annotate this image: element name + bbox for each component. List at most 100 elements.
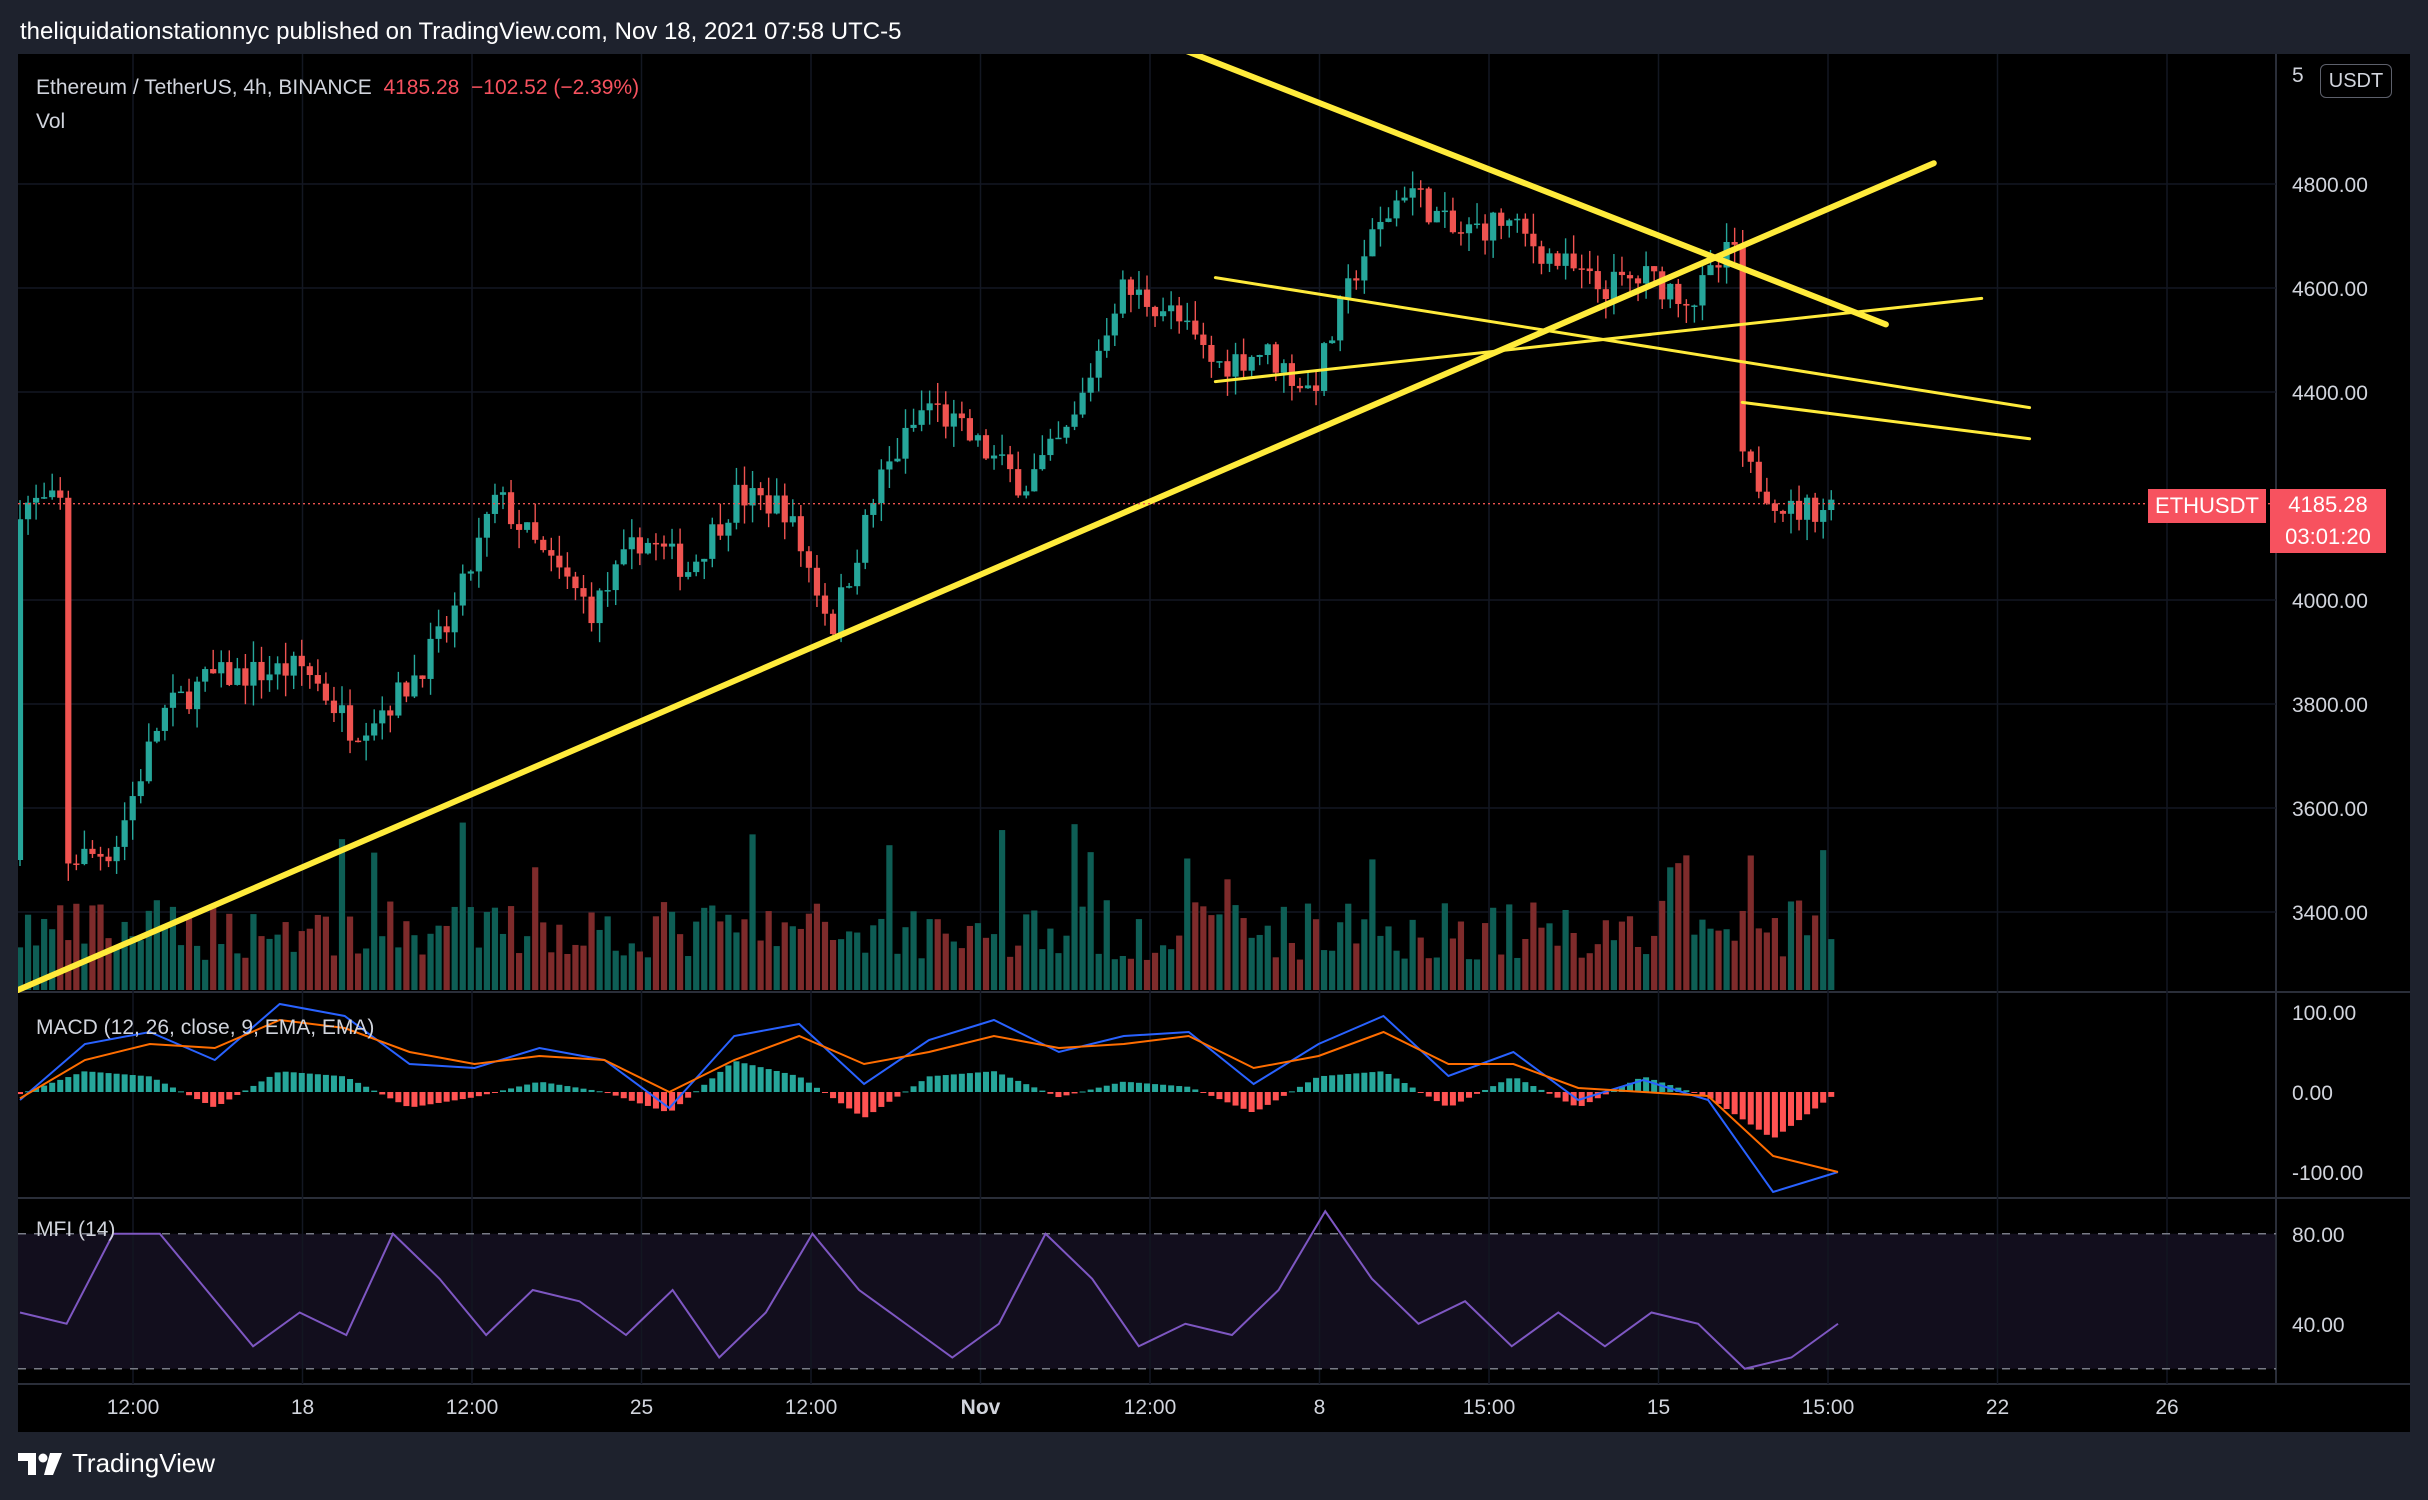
candle-body bbox=[548, 550, 555, 556]
volume-bar bbox=[1675, 863, 1682, 990]
candle-body bbox=[1345, 278, 1352, 299]
volume-bar bbox=[185, 915, 193, 990]
candle-body bbox=[1546, 253, 1553, 264]
candle-body bbox=[306, 666, 313, 676]
volume-bar bbox=[1795, 900, 1803, 990]
candle-body bbox=[491, 494, 499, 514]
currency-button[interactable]: USDT bbox=[2320, 64, 2392, 98]
macd-histogram-bar bbox=[1224, 1092, 1231, 1103]
volume-bar bbox=[829, 939, 837, 990]
candle-body bbox=[926, 403, 933, 411]
volume-bar bbox=[435, 925, 442, 990]
candle-body bbox=[870, 503, 877, 515]
macd-histogram-bar bbox=[878, 1092, 885, 1107]
macd-histogram-bar bbox=[1063, 1092, 1070, 1096]
candle-body bbox=[1651, 266, 1658, 272]
candle-body bbox=[379, 710, 386, 724]
macd-histogram-bar bbox=[741, 1063, 748, 1092]
volume-bar bbox=[1264, 925, 1271, 990]
candle-body bbox=[258, 661, 265, 681]
candle-body bbox=[1151, 306, 1159, 317]
volume-bar bbox=[1747, 855, 1754, 990]
volume-bar bbox=[1755, 928, 1762, 990]
macd-histogram-bar bbox=[387, 1092, 394, 1099]
volume-bar bbox=[1506, 904, 1513, 990]
macd-histogram-bar bbox=[451, 1092, 458, 1101]
candle-body bbox=[1457, 232, 1465, 234]
volume-bar bbox=[1667, 867, 1674, 990]
volume-bar bbox=[910, 911, 917, 990]
candle-body bbox=[435, 626, 442, 639]
candle-body bbox=[1643, 266, 1650, 284]
volume-bar bbox=[1812, 915, 1819, 990]
candle-body bbox=[572, 576, 579, 589]
candle-body bbox=[846, 586, 853, 588]
macd-histogram-bar bbox=[628, 1092, 635, 1101]
macd-histogram-bar bbox=[644, 1092, 651, 1106]
tradingview-brand: TradingView bbox=[72, 1448, 216, 1478]
tradingview-logo[interactable]: TradingView bbox=[18, 1448, 215, 1479]
macd-histogram-bar bbox=[942, 1075, 949, 1092]
time-axis-label: 22 bbox=[1986, 1396, 2009, 1419]
candle-body bbox=[902, 427, 909, 459]
price-axis-label: 4000.00 bbox=[2292, 590, 2368, 613]
trendline bbox=[1213, 276, 2032, 410]
candle-body bbox=[1160, 311, 1167, 317]
macd-histogram-bar bbox=[1345, 1074, 1352, 1092]
chart-area[interactable]: 4800.00 4600.00 4400.00 4000.00 3800.00 3600.… bbox=[18, 54, 2410, 1432]
macd-histogram-bar bbox=[612, 1092, 619, 1096]
volume-bar bbox=[862, 952, 869, 990]
volume-bar bbox=[1739, 910, 1746, 990]
macd-histogram-bar bbox=[306, 1073, 313, 1092]
candle-body bbox=[757, 488, 764, 496]
candle-body bbox=[1433, 210, 1440, 223]
volume-bar bbox=[1393, 950, 1400, 990]
candle-body bbox=[821, 595, 829, 614]
candle-body bbox=[588, 596, 595, 624]
candle-body bbox=[556, 555, 563, 568]
candle-body bbox=[1119, 279, 1126, 314]
candle-body bbox=[322, 683, 329, 701]
macd-histogram-bar bbox=[1618, 1086, 1625, 1092]
price-axis-label: 5 bbox=[2292, 64, 2304, 87]
candle-body bbox=[942, 404, 949, 427]
macd-histogram-bar bbox=[966, 1073, 973, 1092]
volume-bar bbox=[1337, 922, 1344, 990]
volume-bar bbox=[1031, 910, 1038, 990]
macd-axis-label: 100.00 bbox=[2292, 1002, 2356, 1025]
volume-bar bbox=[1828, 939, 1835, 990]
candle-body bbox=[1731, 241, 1738, 245]
candle-body bbox=[1353, 278, 1360, 281]
candles bbox=[18, 171, 1835, 881]
candle-body bbox=[1103, 335, 1110, 351]
candle-body bbox=[1498, 212, 1505, 226]
macd-histogram-bar bbox=[886, 1092, 893, 1102]
macd-histogram-bar bbox=[1506, 1078, 1513, 1092]
candle-body bbox=[1224, 361, 1231, 377]
price-axis-label: 4800.00 bbox=[2292, 174, 2368, 197]
candle-body bbox=[242, 668, 249, 686]
volume-bar bbox=[765, 911, 772, 990]
candle-body bbox=[749, 488, 756, 506]
candle-body bbox=[950, 413, 957, 427]
volume-bar bbox=[499, 933, 507, 990]
volume-bar bbox=[1578, 957, 1585, 990]
chart-canvas[interactable]: 4800.00 4600.00 4400.00 4000.00 3800.00 3600.… bbox=[18, 54, 2410, 1432]
volume-bar bbox=[974, 923, 982, 990]
volume-bar bbox=[1763, 932, 1770, 990]
time-axis-label: 25 bbox=[630, 1396, 653, 1419]
candle-body bbox=[1023, 491, 1030, 496]
candle-body bbox=[145, 741, 152, 782]
volume-bar bbox=[1256, 934, 1263, 990]
candle-body bbox=[1168, 305, 1175, 312]
volume-bar bbox=[322, 916, 329, 990]
volume-bar bbox=[258, 936, 265, 990]
macd-histogram-bar bbox=[226, 1092, 233, 1100]
candle-body bbox=[1618, 271, 1626, 276]
candle-body bbox=[829, 613, 837, 635]
macd-histogram-bar bbox=[371, 1090, 378, 1092]
volume-bar bbox=[234, 953, 241, 990]
macd-histogram-bar bbox=[854, 1092, 861, 1114]
macd-histogram-bar bbox=[733, 1061, 740, 1092]
candle-body bbox=[137, 781, 144, 797]
